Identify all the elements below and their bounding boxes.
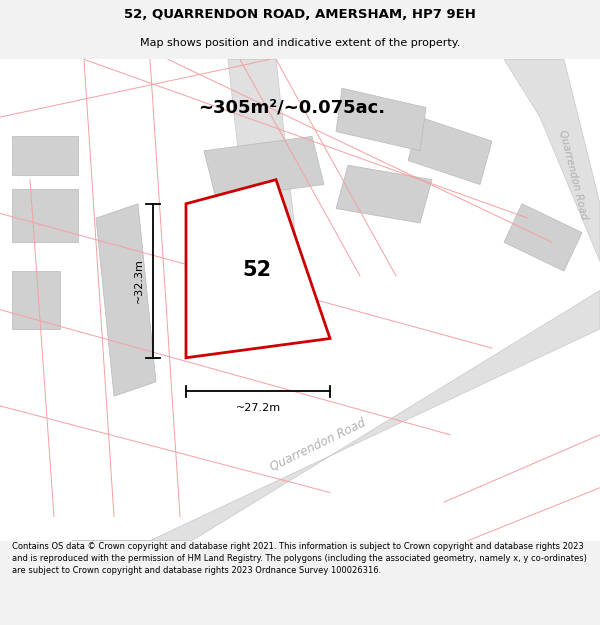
Text: 52, QUARRENDON ROAD, AMERSHAM, HP7 9EH: 52, QUARRENDON ROAD, AMERSHAM, HP7 9EH <box>124 8 476 21</box>
Text: Quarrendon Road: Quarrendon Road <box>268 416 368 473</box>
Text: Quarrendon Road: Quarrendon Road <box>557 129 589 221</box>
Text: Map shows position and indicative extent of the property.: Map shows position and indicative extent… <box>140 38 460 48</box>
Polygon shape <box>228 59 300 276</box>
Text: ~32.3m: ~32.3m <box>134 258 144 303</box>
Polygon shape <box>204 136 324 199</box>
Polygon shape <box>12 189 78 242</box>
Polygon shape <box>72 291 600 541</box>
Polygon shape <box>96 204 156 396</box>
Polygon shape <box>12 136 78 175</box>
Polygon shape <box>336 165 432 223</box>
Polygon shape <box>336 88 426 151</box>
Text: 52: 52 <box>242 260 271 280</box>
Polygon shape <box>504 59 600 261</box>
Text: ~27.2m: ~27.2m <box>235 404 281 414</box>
Text: Contains OS data © Crown copyright and database right 2021. This information is : Contains OS data © Crown copyright and d… <box>12 542 587 575</box>
Text: ~305m²/~0.075ac.: ~305m²/~0.075ac. <box>198 99 385 116</box>
Polygon shape <box>0 59 600 541</box>
Polygon shape <box>408 117 492 184</box>
Polygon shape <box>12 271 60 329</box>
Polygon shape <box>504 204 582 271</box>
Polygon shape <box>186 180 330 358</box>
